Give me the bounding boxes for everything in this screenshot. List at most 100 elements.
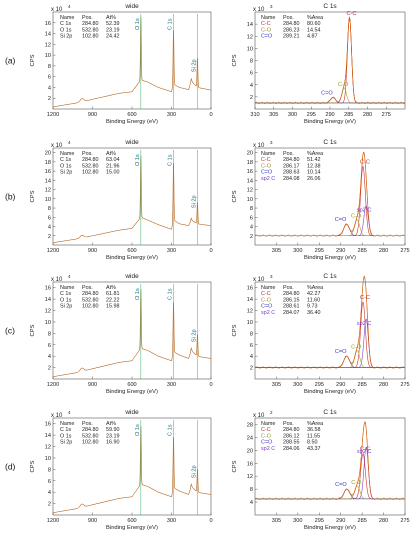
survey-spectrum-line: [52, 16, 212, 108]
survey-table-cell: 284.80: [82, 157, 99, 163]
c1s-y-exponent: 3: [270, 4, 273, 9]
survey-x-tick-label: 600: [127, 518, 136, 524]
c1s-table-cell: sp2 C: [261, 310, 275, 316]
c1s-y-tick-label: 24: [247, 435, 253, 441]
survey-x-tick-label: 0: [209, 248, 212, 254]
c1s-title: C 1s: [323, 273, 337, 280]
survey-y-multiplier: x 10: [51, 143, 63, 149]
survey-x-tick-label: 900: [88, 382, 97, 388]
c1s-table-cell: C-O: [261, 433, 271, 439]
survey-y-tick-label: 12: [45, 188, 51, 194]
survey-table-cell: C 1s: [60, 157, 71, 163]
c1s-table-header: %Area: [307, 421, 323, 427]
c1s-y-axis-label: CPS: [232, 190, 238, 202]
c1s-x-tick-label: 310: [250, 112, 259, 118]
c1s-x-tick-label: 300: [288, 112, 297, 118]
c1s-x-tick-label: 285: [357, 518, 366, 524]
c1s-x-tick-label: 275: [400, 518, 409, 524]
c1s-y-tick-label: 14: [247, 22, 253, 28]
survey-table-header: Name: [60, 421, 74, 427]
survey-peak-label: Si 2p: [191, 195, 197, 208]
survey-x-tick-label: 0: [209, 382, 212, 388]
survey-x-tick-label: 600: [127, 248, 136, 254]
c1s-table-header: %Area: [307, 285, 323, 291]
c1s-frame: [254, 417, 406, 516]
c1s-table-header: Pos.: [283, 15, 294, 21]
c1s-x-tick-label: 290: [325, 112, 334, 118]
survey-x-tick-label: 1200: [47, 248, 59, 254]
c1s-table-cell: 80.60: [307, 21, 321, 27]
survey-x-tick-label: 0: [209, 112, 212, 118]
c1s-panel: C 1s 305 300 295 290 285 280 275 2 4 6 8 10 12 14 16 18 2…: [232, 139, 410, 261]
c1s-table-cell: 286.12: [283, 433, 300, 439]
survey-y-tick-label: 12: [45, 445, 51, 451]
c1s-y-axis-label: CPS: [232, 324, 238, 336]
c1s-y-exponent: 3: [270, 274, 273, 279]
survey-y-tick-label: 8: [48, 64, 51, 70]
survey-x-tick-label: 600: [127, 112, 136, 118]
c1s-y-multiplier: x 10: [253, 143, 265, 149]
c1s-table-header: %Area: [307, 15, 323, 21]
survey-y-tick-label: 2: [48, 234, 51, 240]
c1s-table-cell: 284.80: [283, 427, 300, 433]
survey-peak-label: C 1s: [168, 288, 174, 300]
c1s-y-multiplier: x 10: [253, 277, 265, 283]
c1s-component-sp2c: [255, 446, 405, 500]
c1s-x-tick-label: 295: [315, 248, 324, 254]
c1s-y-tick-label: 12: [247, 309, 253, 315]
c1s-peak-annotation: C-C: [360, 159, 370, 165]
c1s-x-axis-label: Binding Energy (eV): [304, 525, 356, 531]
c1s-title: C 1s: [323, 409, 337, 416]
row-label: (a): [5, 56, 16, 66]
survey-table-cell: 102.80: [82, 170, 99, 176]
c1s-y-tick-label: 6: [250, 71, 253, 77]
c1s-peak-annotation: C-C: [360, 295, 370, 301]
c1s-raw-data-line: [254, 421, 405, 500]
c1s-y-tick-label: 12: [247, 474, 253, 480]
c1s-y-tick-label: 4: [250, 354, 253, 360]
survey-peak-label: C 1s: [168, 154, 174, 166]
c1s-table-cell: 284.08: [283, 176, 300, 182]
c1s-x-tick-label: 280: [379, 382, 388, 388]
c1s-title: C 1s: [323, 3, 337, 10]
c1s-table-cell: C-C: [261, 157, 271, 163]
survey-table-cell: 102.80: [82, 34, 99, 40]
survey-y-exponent: 4: [68, 4, 71, 9]
survey-y-tick-label: 8: [48, 331, 51, 337]
c1s-table-header: Pos.: [283, 285, 294, 291]
c1s-y-axis-label: CPS: [232, 460, 238, 472]
c1s-table-header: %Area: [307, 151, 323, 157]
survey-table-cell: O 1s: [60, 297, 72, 303]
survey-y-tick-label: 16: [45, 169, 51, 175]
survey-x-tick-label: 0: [209, 518, 212, 524]
survey-y-tick-label: 2: [48, 502, 51, 508]
survey-y-tick-label: 6: [48, 215, 51, 221]
c1s-table-cell: 288.55: [283, 440, 300, 446]
survey-y-tick-label: 16: [45, 422, 51, 428]
c1s-component-co: [255, 223, 405, 237]
survey-peak-label: O 1s: [135, 424, 141, 436]
survey-frame: [52, 281, 212, 380]
c1s-table-cell: 284.07: [283, 310, 300, 316]
survey-table-cell: Si 2p: [60, 170, 72, 176]
survey-table-cell: O 1s: [60, 27, 72, 33]
c1s-peak-annotation: C-O: [351, 480, 362, 486]
c1s-x-tick-label: 305: [269, 112, 278, 118]
c1s-y-tick-label: 4: [250, 500, 253, 506]
survey-y-tick-label: 10: [45, 53, 51, 59]
survey-table-cell: 15.98: [106, 304, 120, 310]
c1s-y-tick-label: 10: [247, 46, 253, 52]
c1s-table-cell: C=O: [261, 170, 272, 176]
c1s-table-cell: 11.55: [307, 433, 320, 439]
c1s-table-cell: 43.37: [307, 446, 321, 452]
c1s-component-sp2c: [255, 205, 405, 237]
c1s-peak-annotation: C=O: [335, 217, 347, 223]
survey-peak-label: C 1s: [168, 18, 174, 30]
c1s-table-cell: 26.06: [307, 176, 321, 182]
c1s-component-cc: [255, 165, 405, 237]
survey-y-tick-label: 6: [48, 479, 51, 485]
c1s-peak-annotation: C-O: [351, 344, 362, 350]
c1s-table-cell: 284.80: [283, 291, 300, 297]
c1s-table-cell: 10.14: [307, 170, 321, 176]
